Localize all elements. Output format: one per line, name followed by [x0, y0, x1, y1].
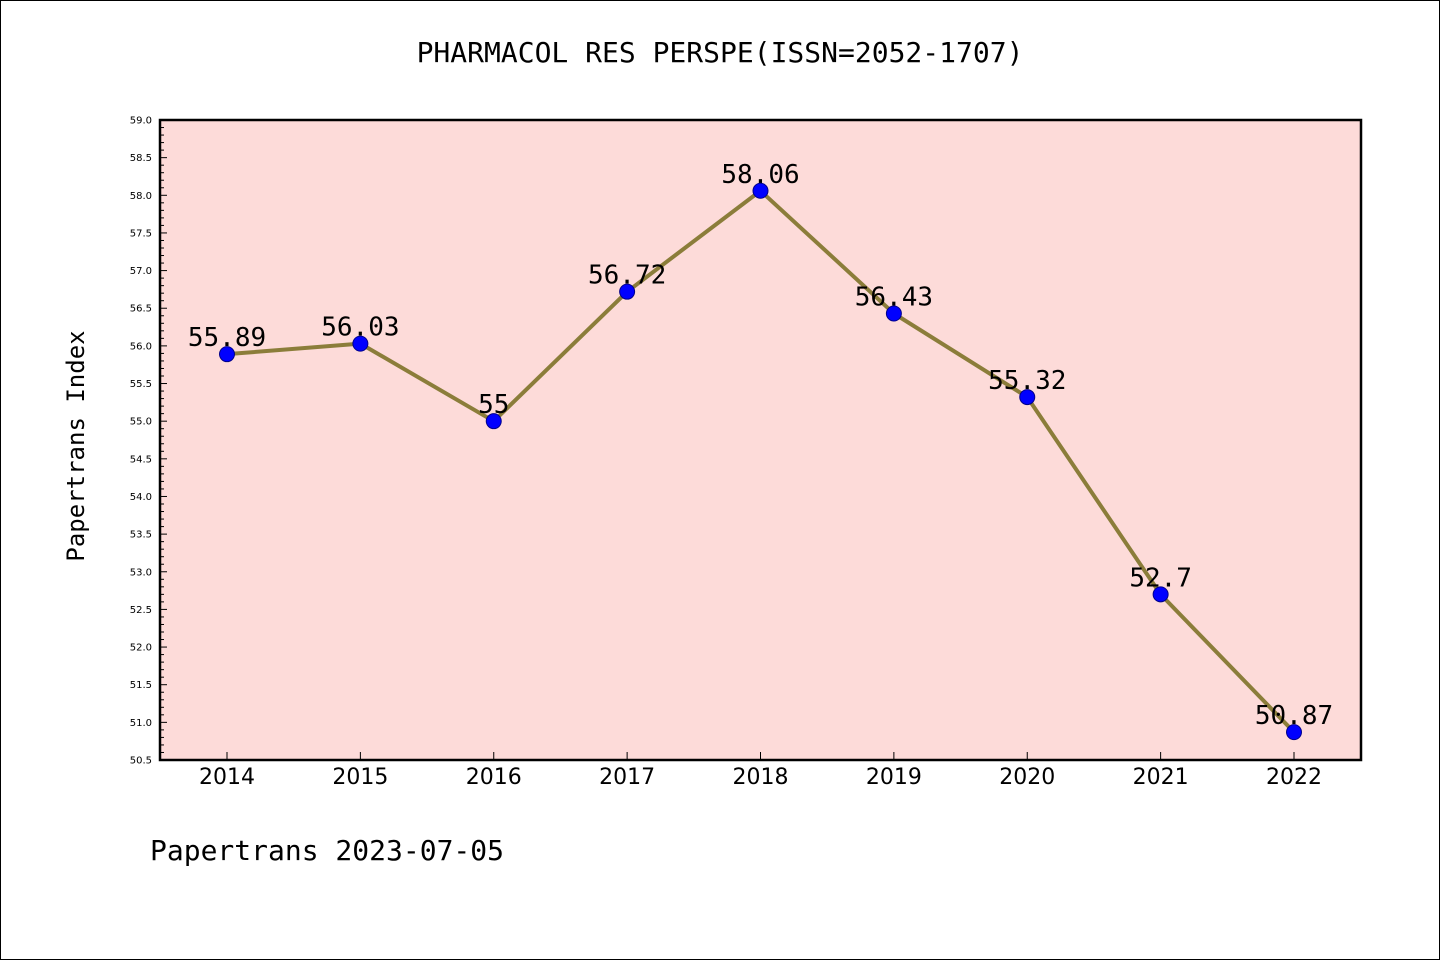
data-point — [1286, 724, 1302, 741]
plot-border — [158, 118, 1363, 762]
y-tick-label: 54.5 — [130, 454, 152, 465]
x-tick-label: 2016 — [466, 765, 522, 790]
y-tick-label: 58.5 — [130, 153, 152, 164]
data-point — [485, 413, 502, 430]
y-tick-label: 57.0 — [130, 266, 152, 277]
plot-area — [160, 120, 1361, 760]
y-tick-label: 52.0 — [130, 643, 152, 654]
x-tick-label: 2022 — [1266, 765, 1322, 790]
y-tick-label: 57.5 — [130, 228, 152, 239]
y-tick-label: 55.0 — [130, 417, 152, 428]
data-point — [619, 283, 636, 300]
y-axis-label: Papertrans Index — [62, 330, 90, 561]
footer-date: Papertrans 2023-07-05 — [150, 834, 505, 867]
y-tick-label: 51.0 — [130, 718, 152, 729]
data-point — [352, 335, 369, 352]
y-tick-label: 52.5 — [130, 605, 152, 616]
y-tick-label: 59.0 — [130, 116, 152, 127]
x-tick-label: 2017 — [599, 765, 655, 790]
x-tick-label: 2014 — [199, 765, 255, 790]
data-point — [885, 305, 902, 322]
data-point — [1019, 389, 1036, 406]
x-tick-label: 2015 — [332, 765, 388, 790]
y-tick-label: 50.5 — [130, 756, 152, 767]
x-tick-label: 2019 — [866, 765, 922, 790]
y-tick-label: 54.0 — [130, 492, 152, 503]
x-tick-label: 2018 — [733, 765, 789, 790]
y-tick-label: 53.5 — [130, 530, 152, 541]
data-point — [1152, 586, 1169, 603]
y-tick-label: 51.5 — [130, 680, 152, 691]
x-tick-label: 2021 — [1133, 765, 1189, 790]
y-tick-label: 56.0 — [130, 341, 152, 352]
data-point — [752, 182, 769, 199]
y-tick-label: 55.5 — [130, 379, 152, 390]
y-tick-label: 53.0 — [130, 567, 152, 578]
x-tick-label: 2020 — [999, 765, 1055, 790]
chart-title: PHARMACOL RES PERSPE(ISSN=2052-1707) — [416, 36, 1024, 69]
data-point — [219, 346, 235, 363]
y-tick-label: 56.5 — [130, 304, 152, 315]
y-tick-label: 58.0 — [130, 191, 152, 202]
